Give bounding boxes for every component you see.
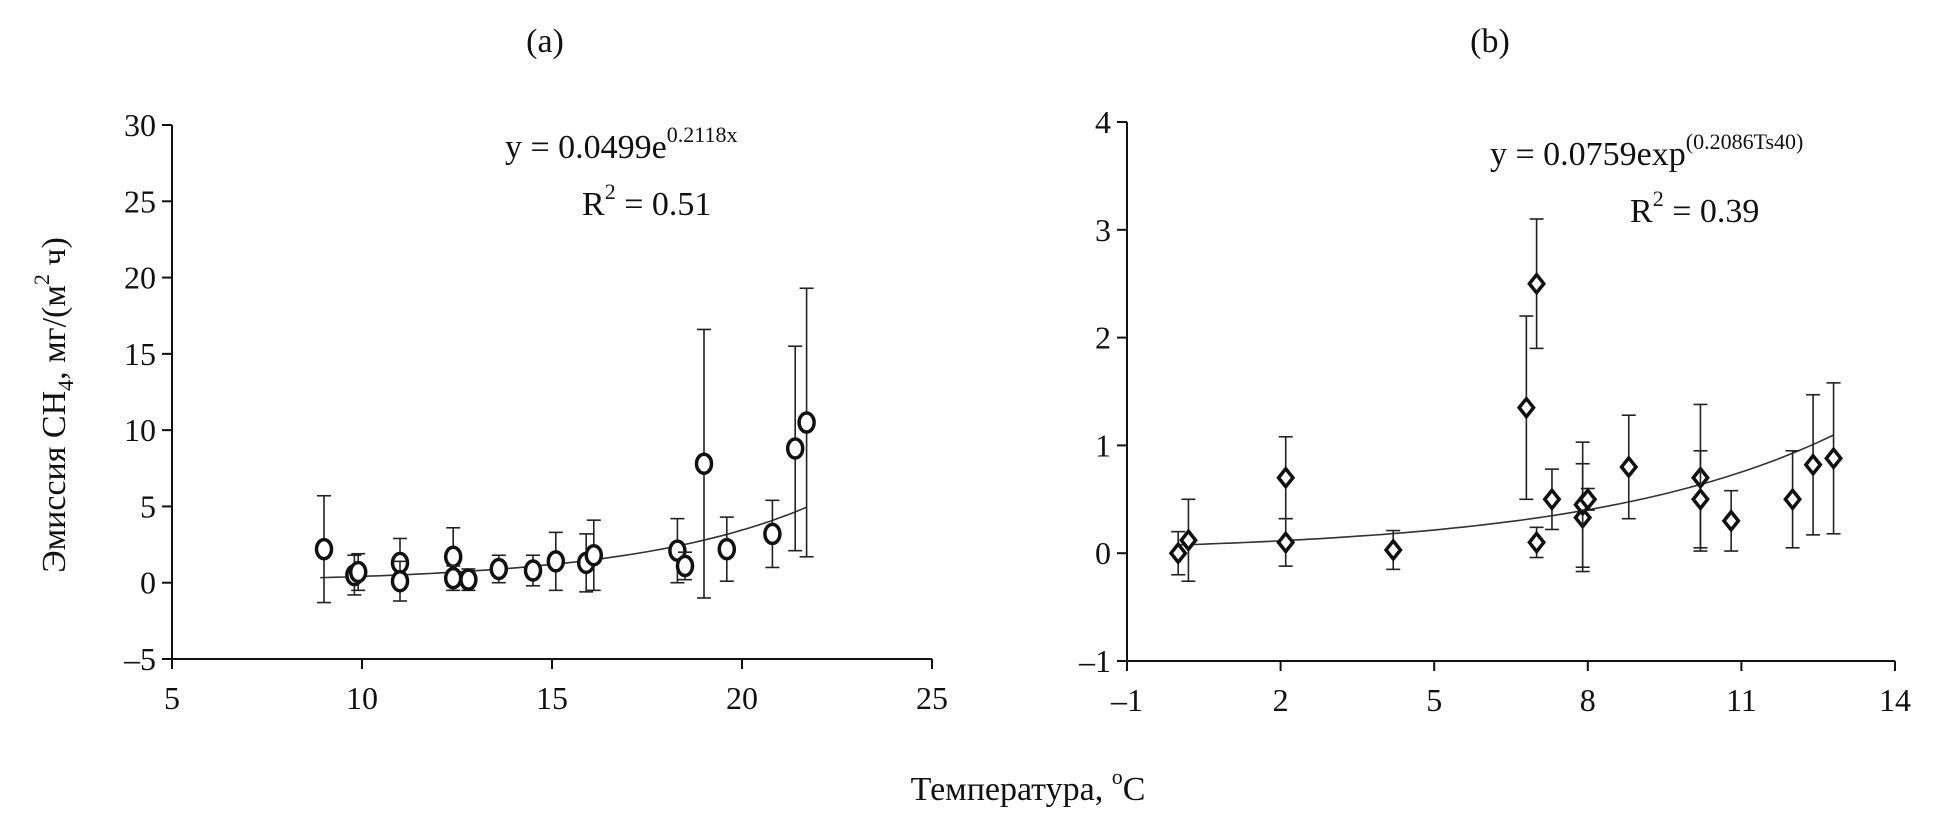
ylabel-part-a: Эмиссия CH [36, 391, 73, 573]
panel-b-data-point [1383, 538, 1403, 562]
panel-a-data-point [675, 554, 695, 578]
panel-b-data-point [1276, 530, 1296, 555]
panel-a-y-tick-label: 10 [124, 412, 156, 448]
panel-a-data-point [348, 560, 368, 584]
panel-b-data-point [1619, 455, 1639, 479]
ylabel-sub: 4 [53, 380, 78, 391]
panel-b-x-tick-label: 8 [1580, 682, 1596, 718]
panel-b-plot: –1 0 1 2 3 4 –1 2 5 8 11 14 [1078, 104, 1911, 718]
panel-a-equation-exponent: 0.2118x [667, 122, 738, 147]
panel-b-x-tick-label: 11 [1726, 682, 1757, 718]
panel-a-equation-prefix: y = 0.0499e [505, 129, 667, 166]
panel-b-data-point [1690, 487, 1710, 512]
panel-b-y-tick-label: 0 [1095, 535, 1111, 571]
panel-b-data-point [1824, 446, 1844, 471]
panel-a-x-tick-label: 15 [536, 680, 568, 716]
panel-b-r2-value: = 0.39 [1664, 193, 1760, 230]
panel-b-data-point [1578, 487, 1598, 512]
panel-a-data-point [584, 544, 604, 567]
panel-b-y-tick-label: 3 [1095, 212, 1111, 248]
panel-b-data-point [1516, 395, 1536, 420]
panel-a-y-tick-label: 0 [140, 565, 156, 601]
panel-a-data-point [314, 537, 334, 561]
panel-a-y-tick-label: 25 [124, 183, 156, 219]
panel-b-x-tick-label: 2 [1273, 682, 1289, 718]
panel-b-x-tick-label: 5 [1426, 682, 1442, 718]
panel-b-y-tick-label: 1 [1095, 427, 1111, 463]
panel-a-data-point [717, 537, 737, 561]
panel-a-y-tick-label: 20 [124, 260, 156, 296]
panel-b-equation-exponent: (0.2086Ts40) [1686, 129, 1804, 154]
panel-b-data-point [1527, 271, 1547, 296]
panel-a-x-tick-label: 5 [164, 680, 180, 716]
panel-b-data-point [1276, 465, 1296, 490]
panel-a-data-point [523, 559, 543, 582]
panel-b-equation: y = 0.0759exp(0.2086Ts40) [1490, 129, 1803, 173]
panel-a-data-point [459, 568, 478, 591]
panel-a-y-tick-label: –5 [123, 641, 156, 677]
panel-a-r2-sup: 2 [605, 179, 616, 204]
panel-b-data-point [1803, 453, 1823, 477]
panel-b-label: (b) [1470, 23, 1510, 60]
panel-a-data-point [443, 545, 463, 569]
panel-a-r2-label: R [582, 186, 605, 223]
panel-b-data-point [1168, 541, 1188, 566]
panel-a-equation: y = 0.0499e0.2118x [505, 122, 737, 166]
ylabel-part-c: ч) [36, 237, 73, 274]
shared-xlabel: Температура, oC [911, 764, 1146, 808]
xlabel-unit: C [1123, 771, 1146, 808]
panel-b-data-point [1783, 487, 1803, 512]
panel-b-data-point [1542, 487, 1562, 512]
panel-a-data-point [797, 411, 816, 434]
panel-b-x-tick-label: –1 [1110, 682, 1143, 718]
panel-b-y-tick-label: –1 [1078, 643, 1111, 679]
panel-a-plot: –5 0 5 10 15 20 25 30 5 10 15 20 25 [123, 107, 948, 716]
panel-a-x-tick-label: 20 [726, 680, 758, 716]
panel-b-r2: R2 = 0.39 [1630, 186, 1759, 230]
ylabel-part-b: , мг/(м [36, 285, 73, 380]
panel-b-r2-label: R [1630, 193, 1653, 230]
panel-a-x-tick-label: 10 [346, 680, 378, 716]
panel-b-data-point [1527, 530, 1547, 555]
panel-a-data-point [443, 566, 463, 590]
panel-a-data-point [694, 452, 714, 475]
panel-a-r2: R2 = 0.51 [582, 179, 711, 223]
panel-a-label: (a) [526, 23, 564, 60]
xlabel-text: Температура, [911, 771, 1112, 808]
panel-a-r2-value: = 0.51 [616, 186, 712, 223]
xlabel-degree: o [1112, 764, 1123, 789]
panel-a-y-tick-label: 15 [124, 336, 156, 372]
panel-a-y-tick-label: 5 [140, 488, 156, 524]
panel-a-data-point [546, 550, 566, 573]
panel-b-data-point [1721, 509, 1741, 533]
panel-a-data-point [763, 522, 782, 546]
panel-a-y-tick-label: 30 [124, 107, 156, 143]
panel-b-equation-prefix: y = 0.0759exp [1490, 136, 1686, 173]
panel-a-data-point [785, 437, 805, 460]
panel-b-y-tick-label: 2 [1095, 320, 1111, 356]
panel-a-x-tick-label: 25 [916, 680, 948, 716]
panel-a-data-point [390, 569, 410, 593]
ylabel-sup: 2 [29, 274, 54, 285]
panel-b-y-tick-label: 4 [1095, 104, 1111, 140]
panel-b-x-tick-label: 14 [1879, 682, 1911, 718]
panel-a-data-point [489, 557, 509, 581]
panel-a-ylabel: Эмиссия CH4, мг/(м2 ч) [29, 237, 78, 573]
panel-b-r2-sup: 2 [1653, 186, 1664, 211]
panel-b-data-point [1178, 528, 1198, 553]
